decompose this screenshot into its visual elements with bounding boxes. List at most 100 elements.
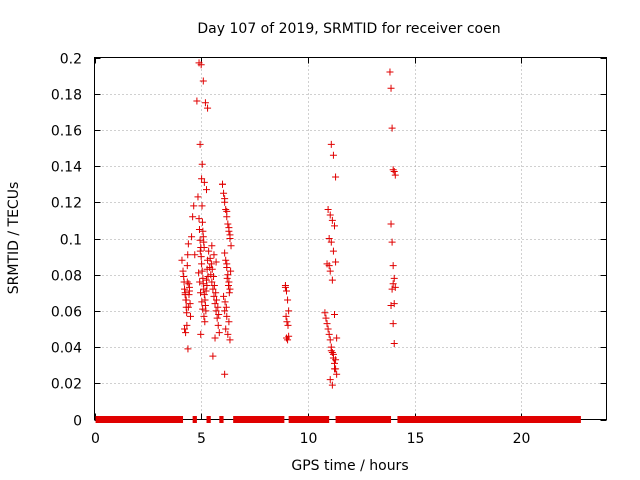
data-point: [213, 314, 221, 322]
data-point: [331, 365, 338, 373]
data-point: [225, 289, 233, 297]
data-point: [331, 222, 338, 230]
data-point: [204, 104, 212, 112]
data-point: [198, 175, 206, 183]
data-point: [214, 321, 222, 329]
data-point: [198, 298, 206, 306]
data-point: [211, 300, 219, 308]
data-point: [387, 301, 395, 309]
data-point: [223, 274, 231, 282]
data-point: [389, 262, 397, 270]
data-point: [220, 292, 228, 300]
data-point: [200, 312, 208, 320]
data-point: [195, 225, 203, 233]
data-point: [196, 247, 204, 255]
data-point: [203, 282, 211, 290]
data-point: [179, 267, 187, 275]
data-point: [389, 320, 397, 328]
x-tick-label: 5: [197, 431, 206, 447]
data-point: [333, 370, 341, 378]
data-point: [190, 202, 198, 210]
data-point: [201, 318, 209, 326]
data-point: [225, 318, 233, 326]
y-tick-label: 0.02: [51, 377, 82, 393]
data-point: [326, 211, 334, 219]
data-point: [227, 242, 235, 250]
x-tick-label: 0: [91, 431, 100, 447]
data-point: [215, 329, 223, 337]
grid-lines: [94, 57, 607, 420]
data-point: [200, 244, 208, 252]
data-point: [224, 220, 232, 228]
data-point: [327, 140, 335, 148]
data-point: [390, 274, 398, 282]
y-tick-label: 0.1: [60, 233, 82, 249]
data-point: [214, 303, 222, 311]
data-point: [388, 238, 396, 246]
data-point: [186, 300, 194, 308]
data-point: [184, 240, 192, 248]
data-point: [203, 186, 210, 194]
y-tick-label: 0.18: [51, 88, 82, 104]
data-point: [326, 336, 334, 344]
data-point: [332, 356, 340, 364]
data-point: [388, 124, 396, 132]
x-tick-label: 20: [513, 431, 531, 447]
data-point: [208, 242, 216, 250]
data-point: [221, 298, 229, 306]
data-point: [328, 349, 336, 357]
data-point: [325, 330, 333, 338]
data-point: [281, 282, 289, 290]
data-point: [325, 262, 333, 270]
data-point: [390, 300, 398, 308]
data-point: [324, 206, 332, 214]
data-point: [333, 334, 341, 342]
data-point: [182, 329, 190, 337]
data-point: [223, 207, 231, 215]
data-point: [201, 99, 209, 107]
data-point: [183, 309, 191, 317]
data-point: [220, 189, 228, 197]
data-point: [224, 330, 232, 338]
data-point: [195, 215, 203, 223]
data-point: [210, 251, 218, 259]
data-point: [284, 336, 292, 344]
data-point: [206, 254, 214, 262]
data-point: [285, 332, 293, 340]
data-point: [221, 249, 229, 257]
data-point: [221, 370, 229, 378]
data-point: [219, 180, 226, 188]
data-point: [200, 291, 208, 299]
data-point: [196, 278, 204, 286]
data-point: [328, 276, 336, 284]
data-point: [197, 253, 205, 261]
data-point: [183, 262, 191, 270]
data-point: [205, 247, 213, 255]
data-point: [327, 347, 335, 355]
data-point: [221, 307, 229, 315]
data-point: [321, 309, 329, 317]
data-point: [224, 271, 232, 279]
data-point: [386, 68, 394, 76]
data-point: [322, 314, 330, 322]
plot-frame: [94, 57, 607, 420]
data-point: [184, 345, 192, 353]
data-point: [222, 256, 230, 264]
data-point: [198, 218, 206, 226]
data-points: [178, 59, 399, 389]
data-point: [189, 213, 197, 221]
data-point: [209, 285, 217, 293]
data-point: [185, 291, 193, 299]
y-axis-label: SRMTID / TECUs: [6, 182, 22, 295]
data-point: [388, 285, 396, 293]
data-point: [194, 193, 202, 201]
data-point: [328, 381, 336, 389]
data-point: [332, 258, 340, 266]
data-point: [328, 216, 336, 224]
data-point: [329, 247, 337, 255]
data-point: [197, 61, 205, 69]
y-tick-label: 0.08: [51, 269, 82, 285]
x-tick-label: 15: [407, 431, 425, 447]
data-point: [391, 171, 399, 179]
data-point: [327, 238, 335, 246]
